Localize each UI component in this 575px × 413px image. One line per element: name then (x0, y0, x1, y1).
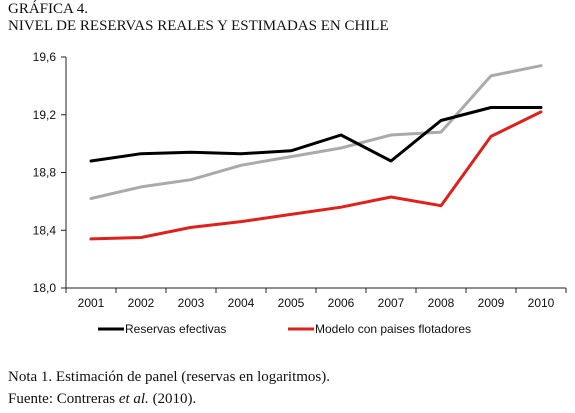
y-tick-label: 19,2 (33, 108, 57, 122)
x-tick-label: 2007 (378, 296, 405, 310)
y-tick-label: 19,6 (33, 50, 57, 64)
y-tick-label: 18,0 (33, 281, 57, 295)
x-tick-label: 2006 (328, 296, 355, 310)
note-text: Nota 1. Estimación de panel (reservas en… (8, 369, 330, 385)
source-text: Fuente: Contreras et al. (2010). (8, 391, 196, 408)
x-tick-label: 2008 (428, 296, 455, 310)
x-axis-ticks: 2001 2002 2003 2004 2005 2006 2007 2008 2009 2010 (65, 288, 567, 310)
series-line-unlabeled (89, 64, 543, 200)
figure-label: GRÁFICA 4. (8, 1, 89, 17)
chart-axes (65, 57, 566, 289)
source-prefix: Fuente: Contreras (8, 391, 119, 407)
x-tick-label: 2004 (228, 296, 255, 310)
legend-label: Modelo con paises flotadores (315, 322, 471, 336)
source-suffix: (2010). (148, 391, 197, 407)
chart-legend: Reservas efectivas Modelo con paises flot… (98, 322, 471, 336)
y-axis-ticks: 18,0 18,4 18,8 19,2 19,6 (33, 50, 66, 295)
y-tick-label: 18,4 (33, 223, 57, 237)
figure-title: NIVEL DE RESERVAS REALES Y ESTIMADAS EN … (8, 18, 389, 34)
source-italic: et al. (118, 391, 149, 407)
line-chart: 18,018,418,819,219,6 2001 2002 2003 2004 200… (33, 50, 567, 336)
x-tick-label: 2001 (78, 296, 105, 310)
series-line-reservas-efectivas (89, 106, 543, 163)
x-tick-label: 2005 (278, 296, 305, 310)
legend-label: Reservas efectivas (125, 322, 226, 336)
y-tick-label: 18,8 (33, 166, 57, 180)
series-line-modelo-con-paises-flotadores (89, 110, 543, 241)
x-tick-label: 2009 (478, 296, 505, 310)
x-tick-label: 2003 (178, 296, 205, 310)
chart-series (89, 64, 543, 241)
x-tick-label: 2002 (128, 296, 155, 310)
x-tick-label: 2010 (528, 296, 555, 310)
